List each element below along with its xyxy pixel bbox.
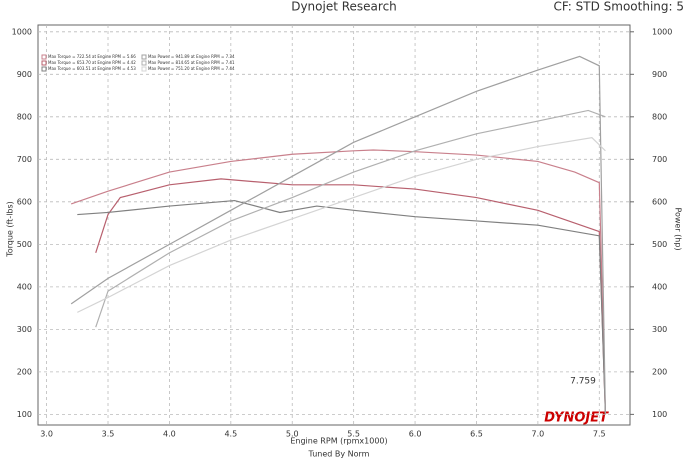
y2-tick-label: 300: [652, 325, 667, 334]
legend-entry: Max Power = 814.65 at Engine RPM = 7.41: [148, 60, 235, 65]
y2-tick-label: 700: [652, 155, 667, 164]
chart-title: Dynojet Research: [291, 0, 397, 14]
y-tick-label: 300: [17, 325, 32, 334]
y2-axis-label: Power (hp): [674, 207, 683, 250]
legend-entry: Max Torque = 722.54 at Engine RPM = 5.66: [48, 54, 136, 59]
y2-tick-label: 800: [652, 112, 667, 121]
y-tick-label: 200: [17, 367, 32, 376]
y2-tick-label: 900: [652, 70, 667, 79]
legend-swatch: [141, 66, 147, 72]
y-tick-label: 1000: [12, 27, 32, 36]
y2-tick-label: 500: [652, 240, 667, 249]
x-tick-label: 3.5: [102, 430, 115, 439]
x-tick-label: 6.5: [470, 430, 483, 439]
legend-swatch: [41, 54, 47, 60]
x-tick-label: 4.5: [224, 430, 237, 439]
y-tick-label: 400: [17, 282, 32, 291]
line-series: [70, 149, 607, 415]
x-tick-label: 3.0: [40, 430, 53, 439]
line-series: [70, 55, 607, 415]
line-series: [95, 178, 607, 415]
legend-swatch: [41, 60, 47, 66]
legend-entry: Max Torque = 603.51 at Engine RPM = 4.53: [48, 66, 136, 71]
line-series: [77, 199, 607, 415]
footer: Tuned By Norm: [308, 450, 370, 459]
y-tick-label: 900: [17, 70, 32, 79]
y2-tick-label: 400: [652, 282, 667, 291]
plot-area: [37, 24, 631, 426]
legend-entry: Max Torque = 653.70 at Engine RPM = 4.42: [48, 60, 136, 65]
y-axis-label: Torque (ft-lbs): [6, 201, 15, 258]
y2-tick-label: 200: [652, 367, 667, 376]
legend-entry: Max Power = 941.89 at Engine RPM = 7.34: [148, 54, 235, 59]
x-axis-label: Engine RPM (rpmx1000): [290, 437, 387, 446]
y-tick-label: 800: [17, 112, 32, 121]
x-tick-label: 6.0: [409, 430, 422, 439]
legend-swatch: [141, 54, 147, 60]
y-tick-label: 700: [17, 155, 32, 164]
line-series: [95, 109, 606, 328]
line-series: [77, 137, 606, 313]
x-tick-label: 7.0: [532, 430, 545, 439]
x-tick-label: 7.5: [593, 430, 606, 439]
x-tick-label: 5.5: [347, 430, 360, 439]
legend-entry: Max Power = 751.20 at Engine RPM = 7.44: [148, 66, 235, 71]
y2-tick-label: 1000: [652, 27, 672, 36]
legend-swatch: [41, 66, 47, 72]
annotation: 7.759: [570, 377, 596, 387]
chart-subtitle: CF: STD Smoothing: 5: [553, 0, 684, 14]
y2-tick-label: 600: [652, 197, 667, 206]
x-tick-label: 4.0: [163, 430, 176, 439]
y-tick-label: 100: [17, 410, 32, 419]
legend-swatch: [141, 60, 147, 66]
y-tick-label: 600: [17, 197, 32, 206]
y-tick-label: 500: [17, 240, 32, 249]
y2-tick-label: 100: [652, 410, 667, 419]
x-tick-label: 5.0: [286, 430, 299, 439]
